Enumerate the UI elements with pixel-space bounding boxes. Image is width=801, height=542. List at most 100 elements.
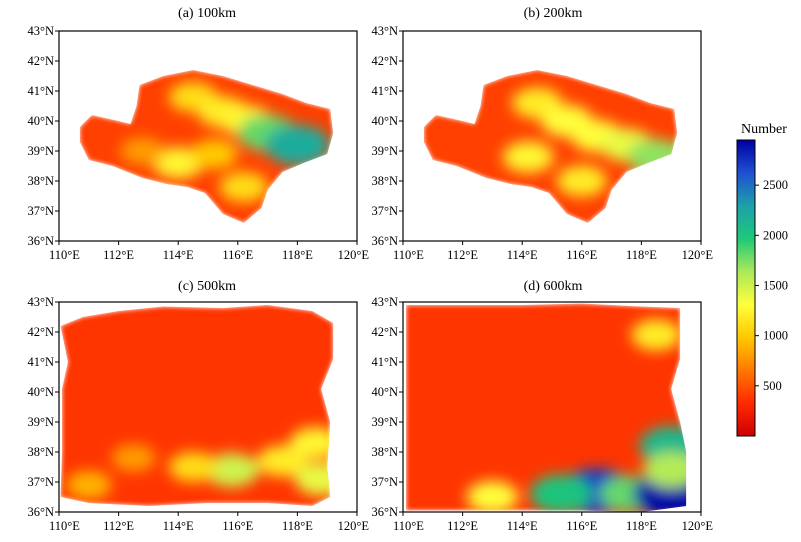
heatmap-hotspot — [120, 137, 165, 165]
heatmap-hotspot — [627, 138, 678, 176]
x-tick-label: 120°E — [338, 519, 370, 533]
heatmap-hotspot — [643, 452, 687, 488]
y-tick-label: 43°N — [27, 24, 54, 38]
x-tick-label: 114°E — [507, 519, 538, 533]
x-tick-label: 116°E — [566, 248, 597, 262]
x-tick-label: 114°E — [163, 248, 194, 262]
y-tick-label: 43°N — [371, 295, 398, 309]
x-tick-label: 118°E — [626, 519, 657, 533]
colorbar-tick-label: 1000 — [763, 329, 788, 343]
x-tick-label: 118°E — [282, 248, 313, 262]
y-tick-label: 36°N — [371, 505, 398, 519]
y-tick-label: 38°N — [371, 174, 398, 188]
x-tick-label: 110°E — [393, 248, 424, 262]
heatmap-hotspot — [111, 444, 156, 472]
x-tick-label: 112°E — [447, 519, 478, 533]
y-tick-label: 38°N — [27, 445, 54, 459]
x-tick-label: 114°E — [163, 519, 194, 533]
y-tick-label: 37°N — [371, 475, 398, 489]
panel-a: (a) 100km 110°E 112°E 114°E 116°E 118°E 120°E… — [27, 6, 369, 262]
plot-frame — [58, 30, 358, 242]
plot-frame — [402, 301, 702, 513]
heatmap-field — [60, 305, 334, 506]
y-tick-label: 39°N — [371, 144, 398, 158]
panel-b-title: (b) 200km — [524, 6, 583, 21]
panel-d: (d) 600km 110°E 112°E 114°E 116°E 118°E 120°E… — [371, 279, 713, 533]
y-tick-label: 36°N — [371, 234, 398, 248]
heatmap-hotspot — [204, 452, 260, 488]
y-tick-label: 40°N — [371, 114, 398, 128]
heatmap-region — [423, 70, 678, 223]
panel-b: (b) 200km 110°E 112°E 114°E 116°E 118°E 120°E… — [371, 6, 713, 262]
y-tick-label: 39°N — [27, 415, 54, 429]
y-tick-label: 40°N — [371, 385, 398, 399]
x-tick-label: 114°E — [507, 248, 538, 262]
x-tick-label: 110°E — [49, 248, 80, 262]
y-tick-label: 37°N — [27, 204, 54, 218]
y-tick-label: 41°N — [27, 84, 54, 98]
y-tick-label: 38°N — [371, 445, 398, 459]
x-tick-label: 118°E — [626, 248, 657, 262]
colorbar-tick-label: 1500 — [763, 278, 788, 292]
colorbar-title: Number — [741, 122, 787, 137]
heatmap-hotspot — [264, 124, 331, 166]
colorbar-tick-label: 2500 — [763, 178, 788, 192]
heatmap-field — [406, 303, 687, 512]
y-tick-label: 42°N — [371, 325, 398, 339]
heatmap-hotspot — [289, 427, 334, 459]
y-tick-label: 41°N — [371, 355, 398, 369]
heatmap-hotspot — [257, 445, 308, 477]
y-tick-label: 36°N — [27, 234, 54, 248]
y-tick-label: 39°N — [27, 144, 54, 158]
x-tick-label: 120°E — [682, 248, 714, 262]
heatmap-hotspot — [556, 165, 607, 197]
heatmap-hotspot — [168, 451, 218, 483]
x-tick-label: 120°E — [682, 519, 714, 533]
heatmap-hotspot — [219, 171, 269, 203]
x-tick-label: 110°E — [49, 519, 80, 533]
colorbar-tick-label: 2000 — [763, 228, 788, 242]
heatmap-field — [79, 70, 334, 223]
heatmap-field — [423, 70, 678, 223]
x-tick-label: 118°E — [282, 519, 313, 533]
heatmap-region — [406, 303, 687, 512]
x-tick-label: 112°E — [103, 248, 134, 262]
y-tick-label: 38°N — [27, 174, 54, 188]
plot-frame — [402, 30, 702, 242]
colorbar: Number 500 1000 1500 2000 2500 — [736, 122, 788, 437]
y-tick-label: 43°N — [27, 295, 54, 309]
heatmap-hotspot — [294, 462, 334, 496]
panel-c: (c) 500km 110°E 112°E 114°E 116°E 118°E 120°E… — [27, 279, 369, 533]
y-tick-label: 41°N — [371, 84, 398, 98]
y-tick-label: 42°N — [27, 325, 54, 339]
y-tick-label: 40°N — [27, 385, 54, 399]
y-tick-label: 40°N — [27, 114, 54, 128]
y-tick-label: 37°N — [371, 204, 398, 218]
heatmap-hotspot — [502, 141, 554, 173]
y-tick-label: 41°N — [27, 355, 54, 369]
colorbar-tick-label: 500 — [763, 379, 782, 393]
x-tick-label: 116°E — [566, 519, 597, 533]
heatmap-hotspot — [529, 474, 593, 512]
y-tick-label: 37°N — [27, 475, 54, 489]
heatmap-hotspot — [466, 480, 519, 512]
panel-c-title: (c) 500km — [178, 279, 236, 294]
colorbar-gradient — [736, 139, 756, 437]
x-tick-label: 112°E — [447, 248, 478, 262]
x-tick-label: 110°E — [393, 519, 424, 533]
panel-d-title: (d) 600km — [524, 279, 583, 294]
x-tick-label: 120°E — [338, 248, 370, 262]
heatmap-hotspot — [631, 319, 682, 351]
x-tick-label: 112°E — [103, 519, 134, 533]
y-tick-label: 39°N — [371, 415, 398, 429]
y-tick-label: 36°N — [27, 505, 54, 519]
y-tick-label: 43°N — [371, 24, 398, 38]
y-tick-label: 42°N — [371, 54, 398, 68]
x-tick-label: 116°E — [222, 248, 253, 262]
plot-frame — [58, 301, 358, 513]
heatmap-hotspot — [66, 470, 112, 500]
heatmap-hotspot — [190, 139, 238, 169]
panel-a-title: (a) 100km — [178, 6, 236, 21]
x-tick-label: 116°E — [222, 519, 253, 533]
